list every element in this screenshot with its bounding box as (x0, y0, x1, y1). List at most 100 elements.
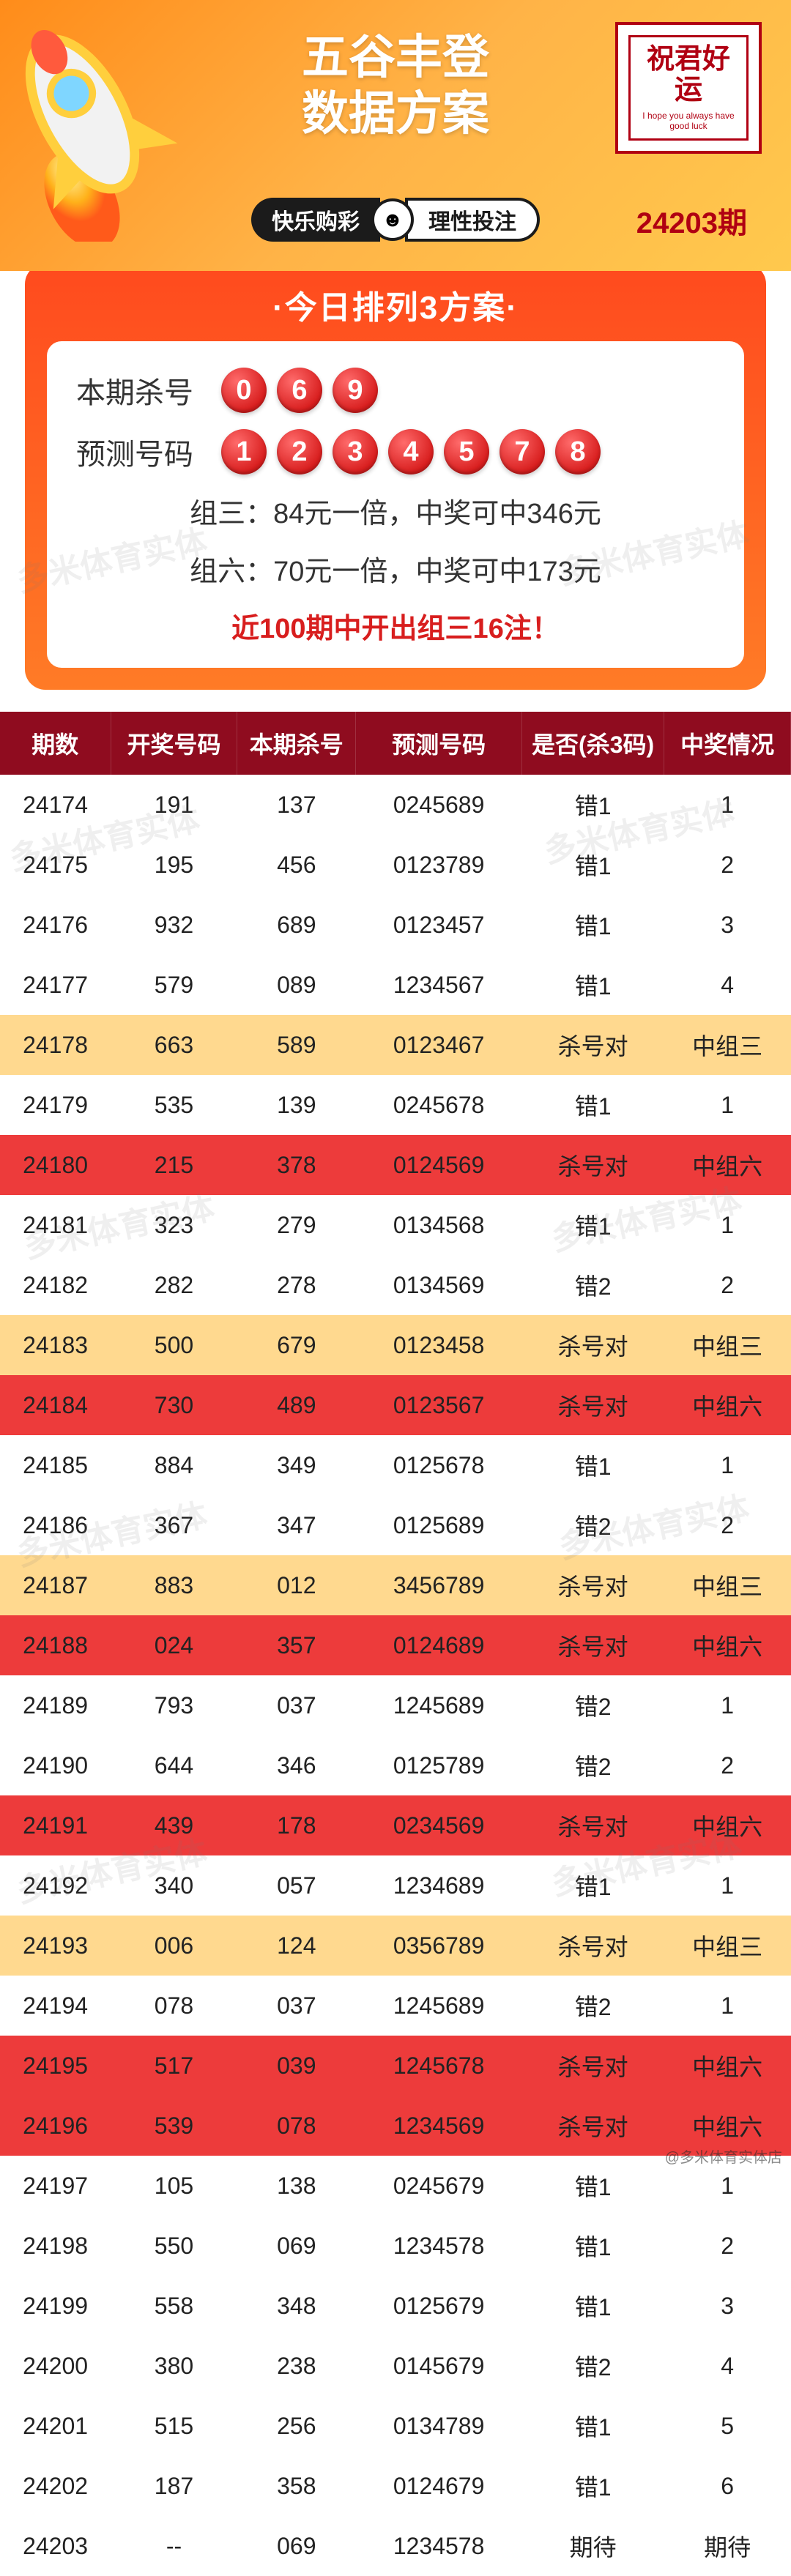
table-cell: 1 (664, 1195, 791, 1255)
table-cell: 278 (237, 1255, 356, 1315)
table-cell: 238 (237, 2336, 356, 2396)
table-cell: 0134569 (356, 1255, 522, 1315)
table-cell: 550 (111, 2216, 237, 2276)
stamp-sub: I hope you always have good luck (635, 111, 742, 131)
table-cell: 663 (111, 1015, 237, 1075)
table-cell: 0123458 (356, 1315, 522, 1375)
table-cell: 0234569 (356, 1795, 522, 1855)
table-cell: 078 (237, 2096, 356, 2156)
table-cell: 006 (111, 1916, 237, 1976)
table-cell: 3456789 (356, 1555, 522, 1615)
title-line-2: 数据方案 (302, 86, 489, 142)
table-cell: 357 (237, 1615, 356, 1675)
table-cell: 24201 (0, 2396, 111, 2456)
table-cell: 错1 (521, 2276, 664, 2336)
table-cell: 0125689 (356, 1495, 522, 1555)
number-ball: 8 (555, 429, 601, 474)
table-cell: 中组六 (664, 1135, 791, 1195)
table-cell: 0245678 (356, 1075, 522, 1135)
table-row: 241822822780134569错22 (0, 1255, 791, 1315)
table-cell: 错2 (521, 1976, 664, 2036)
table-cell: 中组六 (664, 1795, 791, 1855)
table-row: 241878830123456789杀号对中组三 (0, 1555, 791, 1615)
table-cell: 037 (237, 1675, 356, 1735)
table-row: 241858843490125678错11 (0, 1435, 791, 1495)
history-table: 期数开奖号码本期杀号预测号码是否(杀3码)中奖情况 24174191137024… (0, 712, 791, 2576)
table-cell: 1 (664, 1855, 791, 1916)
table-cell: 24181 (0, 1195, 111, 1255)
table-cell: 杀号对 (521, 2036, 664, 2096)
table-header-cell: 期数 (0, 712, 111, 775)
table-cell: 191 (111, 775, 237, 835)
table-cell: 378 (237, 1135, 356, 1195)
plan-card: 本期杀号 069 预测号码 1234578 组三：84元一倍，中奖可中346元 … (47, 341, 744, 668)
table-cell: 24197 (0, 2156, 111, 2216)
table-cell: 139 (237, 1075, 356, 1135)
table-cell: 错1 (521, 835, 664, 895)
table-cell: 089 (237, 955, 356, 1015)
table-cell: 256 (237, 2396, 356, 2456)
table-cell: 1245689 (356, 1976, 522, 2036)
table-cell: 24194 (0, 1976, 111, 2036)
table-cell: 24175 (0, 835, 111, 895)
table-cell: 1245689 (356, 1675, 522, 1735)
table-cell: 错2 (521, 1735, 664, 1795)
table-cell: 195 (111, 835, 237, 895)
table-cell: 517 (111, 2036, 237, 2096)
table-cell: 0124689 (356, 1615, 522, 1675)
table-cell: 069 (237, 2516, 356, 2576)
table-cell: 24189 (0, 1675, 111, 1735)
table-cell: 24180 (0, 1135, 111, 1195)
table-cell: 24182 (0, 1255, 111, 1315)
table-cell: 中组六 (664, 2036, 791, 2096)
plan-note: 近100期中开出组三16注！ (76, 606, 715, 646)
table-row: 241930061240356789杀号对中组三 (0, 1916, 791, 1976)
table-cell: 5 (664, 2396, 791, 2456)
table-cell: 1 (664, 1976, 791, 2036)
kill-numbers: 069 (221, 368, 378, 413)
table-cell: 错1 (521, 2216, 664, 2276)
table-cell: 884 (111, 1435, 237, 1495)
table-row: 242021873580124679错16 (0, 2456, 791, 2516)
table-cell: 24178 (0, 1015, 111, 1075)
luck-stamp: 祝君好运 I hope you always have good luck (615, 22, 762, 154)
table-cell: 515 (111, 2396, 237, 2456)
table-cell: 439 (111, 1795, 237, 1855)
table-cell: 错2 (521, 2336, 664, 2396)
table-cell: 037 (237, 1976, 356, 2036)
table-cell: 793 (111, 1675, 237, 1735)
table-cell: 24184 (0, 1375, 111, 1435)
table-cell: 0134568 (356, 1195, 522, 1255)
table-header-cell: 预测号码 (356, 712, 522, 775)
table-cell: 500 (111, 1315, 237, 1375)
table-cell: 杀号对 (521, 1795, 664, 1855)
table-cell: 24203 (0, 2516, 111, 2576)
table-cell: 杀号对 (521, 1555, 664, 1615)
table-cell: 057 (237, 1855, 356, 1916)
table-cell: 0125679 (356, 2276, 522, 2336)
table-cell: 215 (111, 1135, 237, 1195)
table-cell: 24198 (0, 2216, 111, 2276)
predict-numbers: 1234578 (221, 429, 601, 474)
table-cell: 178 (237, 1795, 356, 1855)
table-header-cell: 本期杀号 (237, 712, 356, 775)
table-cell: 24199 (0, 2276, 111, 2336)
issue-number: 24203期 (636, 199, 747, 242)
table-cell: 105 (111, 2156, 237, 2216)
number-ball: 3 (333, 429, 378, 474)
rocket-icon (0, 7, 205, 242)
table-cell: 078 (111, 1976, 237, 2036)
table-cell: 0145679 (356, 2336, 522, 2396)
table-row: 241995583480125679错13 (0, 2276, 791, 2336)
table-cell: 340 (111, 1855, 237, 1916)
kill-label: 本期杀号 (76, 369, 208, 412)
table-row: 241880243570124689杀号对中组六 (0, 1615, 791, 1675)
table-cell: 错2 (521, 1255, 664, 1315)
table-row: 241914391780234569杀号对中组六 (0, 1795, 791, 1855)
table-cell: 358 (237, 2456, 356, 2516)
smiley-icon: ☻ (371, 198, 414, 241)
table-cell: 杀号对 (521, 1315, 664, 1375)
table-cell: 1234569 (356, 2096, 522, 2156)
table-cell: 0245689 (356, 775, 522, 835)
table-cell: 24191 (0, 1795, 111, 1855)
